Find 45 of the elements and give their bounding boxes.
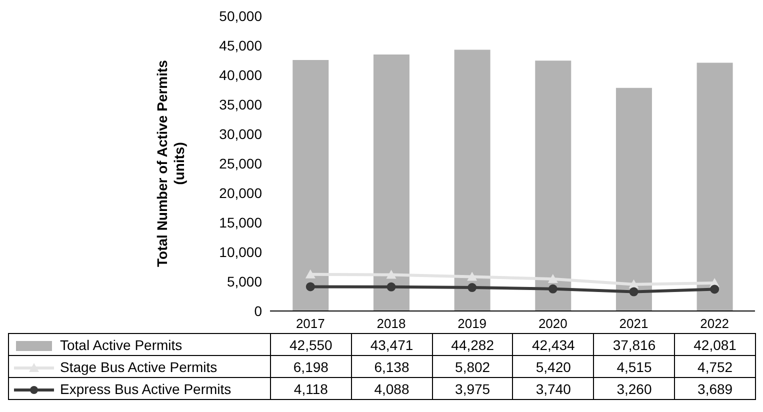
data-label: 4,515 <box>594 356 675 378</box>
y-tick-label: 40,000 <box>219 66 262 83</box>
data-label: 6,198 <box>270 356 352 378</box>
data-label: 6,138 <box>351 356 432 378</box>
y-tick-label: 35,000 <box>219 96 262 112</box>
x-tick-label: 2022 <box>700 316 730 332</box>
x-tick-label: 2019 <box>458 316 487 332</box>
bar <box>696 62 733 311</box>
data-label: 42,550 <box>270 334 352 356</box>
y-tick-label: 0 <box>254 302 262 319</box>
x-tick-label: 2021 <box>619 316 648 332</box>
data-label: 42,434 <box>512 334 594 356</box>
data-label: 44,282 <box>432 334 513 356</box>
data-label: 3,689 <box>674 378 756 400</box>
data-label: 42,081 <box>674 334 756 356</box>
data-label: 3,740 <box>512 378 594 400</box>
bar <box>535 60 572 311</box>
data-label: 37,816 <box>594 334 675 356</box>
data-label: 3,260 <box>594 378 675 400</box>
data-label: 4,752 <box>674 356 756 378</box>
legend-label: Total Active Permits <box>8 334 270 356</box>
data-label: 5,802 <box>432 356 513 378</box>
y-tick-label: 25,000 <box>219 155 262 172</box>
data-label: 5,420 <box>512 356 594 378</box>
data-label: 3,975 <box>432 378 513 400</box>
bar <box>454 50 490 311</box>
y-tick-label: 15,000 <box>219 214 262 230</box>
y-tick-label: 5,000 <box>226 273 262 290</box>
y-tick-label: 30,000 <box>219 126 262 142</box>
y-tick-label: 10,000 <box>219 244 262 260</box>
data-label: 4,118 <box>270 378 352 400</box>
bar <box>292 60 329 311</box>
y-tick-label: 45,000 <box>219 37 262 54</box>
bar <box>616 88 652 311</box>
legend-label: Express Bus Active Permits <box>8 378 270 400</box>
data-label: 4,088 <box>351 378 432 400</box>
y-tick-label: 20,000 <box>219 184 262 201</box>
x-tick-label: 2020 <box>538 316 568 332</box>
legend-label: Stage Bus Active Permits <box>8 356 270 378</box>
x-tick-label: 2017 <box>296 316 325 332</box>
y-axis-title: Total Number of Active Permits (units) <box>154 60 187 267</box>
x-tick-label: 2018 <box>376 316 406 332</box>
bar <box>373 54 410 311</box>
data-label: 43,471 <box>351 334 432 356</box>
y-tick-label: 50,000 <box>219 8 262 24</box>
